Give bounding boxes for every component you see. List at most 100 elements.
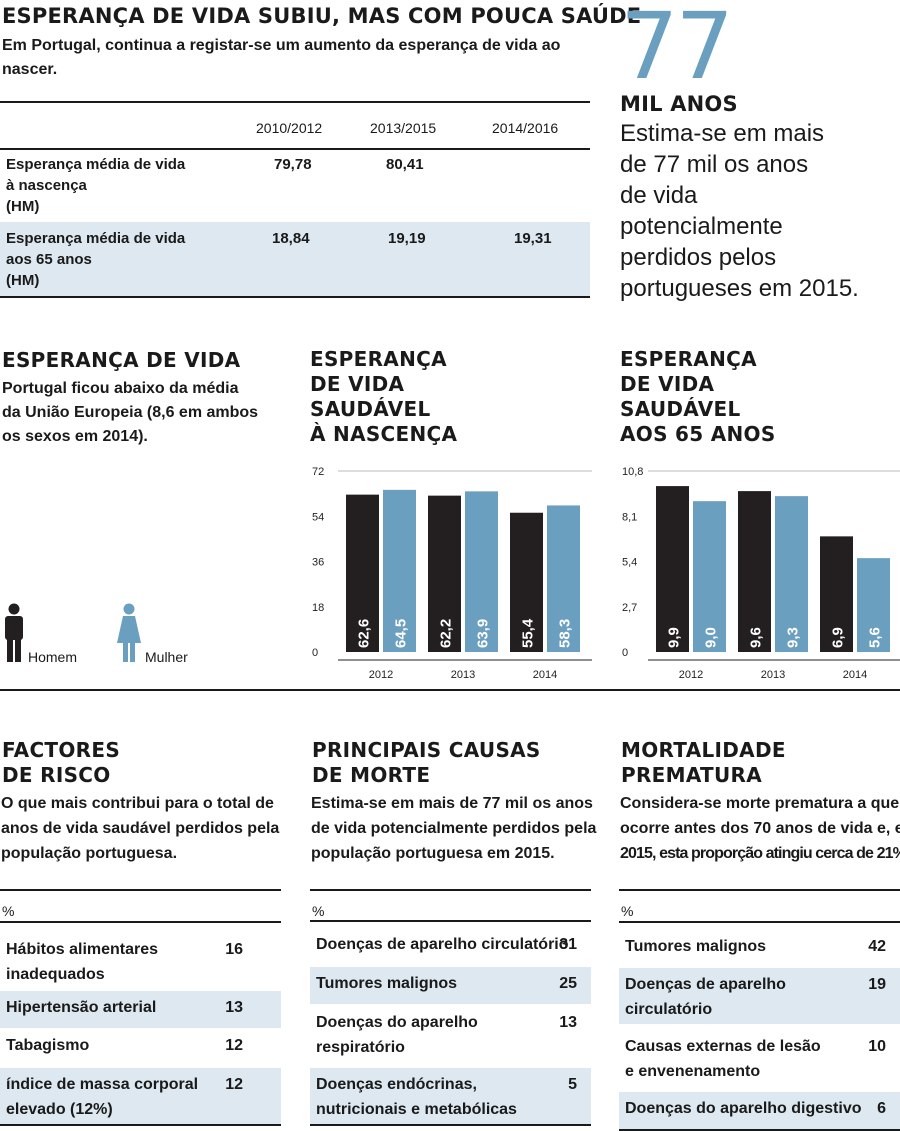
data-label: 6,9 (830, 627, 847, 648)
chart-title-line: DE VIDA (620, 372, 715, 396)
x-tick-label: 2014 (843, 669, 867, 681)
bar (510, 512, 543, 652)
chart-title-line: AOS 65 ANOS (620, 422, 776, 446)
legend-male-label: Homem (28, 649, 78, 665)
callout-line: de 77 mil os anos (620, 151, 809, 178)
chart-title-line: ESPERANÇA (310, 347, 447, 371)
legend-female-label: Mulher (145, 649, 188, 665)
section-text-line: população portuguesa. (1, 845, 178, 862)
column-header: 2014/2016 (492, 120, 559, 136)
table-row: Doenças do aparelho respiratório 13 (310, 1006, 591, 1062)
y-tick-label: 18 (312, 602, 324, 614)
row-label-line: Esperança média de vida (6, 156, 186, 173)
row-label-line: (HM) (6, 272, 40, 289)
row-label-line: aos 65 anos (6, 251, 92, 268)
row-value: 13 (225, 999, 243, 1016)
row-label-line: Tabagismo (6, 1037, 90, 1054)
section-title-line: DE RISCO (2, 763, 111, 787)
table-row: Hábitos alimentares inadequados 16 (0, 933, 281, 989)
row-value: 16 (225, 941, 243, 958)
callout-line: perdidos pelos (620, 244, 777, 271)
row-label-line: índice de massa corporal (6, 1076, 199, 1093)
row-band (0, 991, 281, 1028)
x-tick-label: 2013 (451, 669, 475, 681)
data-label: 62,2 (438, 619, 455, 648)
data-label: 64,5 (393, 619, 410, 648)
row-label-line: nutricionais e metabólicas (316, 1101, 517, 1118)
bar (738, 491, 771, 652)
table-top-rule (619, 889, 900, 891)
bar (428, 495, 461, 652)
y-tick-label: 10,8 (622, 466, 643, 478)
bar (346, 494, 379, 652)
row-label-line: Doenças do aparelho (316, 1014, 478, 1031)
header-rule (0, 921, 281, 923)
chart-title-line: DE VIDA (310, 372, 405, 396)
column-header: 2010/2012 (256, 120, 323, 136)
row-label-line: Hábitos alimentares (6, 941, 159, 958)
data-label: 63,9 (475, 619, 492, 648)
x-tick-label: 2012 (369, 669, 393, 681)
section-text-line: Considera-se morte prematura a que (620, 795, 900, 812)
table-top-rule (0, 101, 590, 103)
row-label-line: e envenenamento (625, 1063, 761, 1080)
table-bottom-rule (310, 1124, 591, 1126)
row-value: 19 (868, 976, 886, 993)
section-text-line: anos de vida saudável perdidos pela (1, 820, 280, 837)
section-text-line: ocorre antes dos 70 anos de vida e, em (620, 820, 900, 837)
section-title-line: PREMATURA (621, 763, 763, 787)
section-text-line: O que mais contribui para o total de (1, 795, 274, 812)
callout-line: potencialmente (620, 213, 783, 240)
data-label: 9,9 (666, 627, 683, 648)
table-value: 19,31 (514, 230, 552, 247)
section-title-line: PRINCIPAIS CAUSAS (312, 738, 541, 762)
section-text-line: de vida potencialmente perdidos pela (311, 820, 597, 837)
row-label-line: Causas externas de lesão (625, 1038, 821, 1055)
table-bottom-rule (0, 1124, 281, 1126)
header-rule (619, 921, 900, 923)
data-label: 9,0 (703, 627, 720, 648)
row-value: 12 (225, 1076, 243, 1093)
chart-title-line: ESPERANÇA (620, 347, 757, 371)
y-tick-label: 2,7 (622, 602, 637, 614)
section-text-line: população portuguesa em 2015. (311, 845, 555, 862)
table-row: Tumores malignos 42 (619, 930, 900, 967)
unit-label: % (621, 903, 634, 919)
man-icon (2, 603, 26, 663)
y-tick-label: 0 (312, 647, 318, 659)
chart-title-line: SAUDÁVEL (620, 397, 741, 421)
bar (857, 558, 890, 652)
table-row: índice de massa corporal elevado (12%) 12 (0, 1068, 281, 1124)
bar (693, 501, 726, 652)
woman-icon (116, 603, 142, 663)
data-label: 5,6 (867, 627, 884, 648)
callout-line: Estima-se em mais (620, 120, 825, 147)
row-label-line: à nascença (6, 177, 87, 194)
row-label-line: Doenças endócrinas, (316, 1076, 477, 1093)
table-row: Hipertensão arterial 13 (0, 991, 281, 1028)
row-band (0, 1068, 281, 1124)
x-tick-label: 2013 (761, 669, 785, 681)
row-label-line: Doenças de aparelho (625, 976, 786, 993)
row-value: 10 (868, 1038, 886, 1055)
row-band (619, 1092, 900, 1129)
life-expectancy-table: 2010/2012 2013/2015 2014/2016 Esperança … (0, 102, 590, 298)
section-text-line: 2015, esta proporção atingiu cerca de 21… (620, 845, 900, 862)
x-tick-label: 2012 (679, 669, 703, 681)
y-tick-label: 36 (312, 557, 324, 569)
section-divider (0, 689, 900, 691)
row-band (619, 968, 900, 1024)
table-value: 18,84 (272, 230, 310, 247)
section-title-line: MORTALIDADE (621, 738, 786, 762)
column-header: 2013/2015 (370, 120, 437, 136)
life-text-line: os sexos em 2014). (2, 428, 148, 445)
header-rule (0, 148, 590, 150)
table-bottom-rule (619, 1129, 900, 1131)
life-text-line: da União Europeia (8,6 em ambos (2, 404, 259, 421)
table-row: Tabagismo 12 (0, 1029, 281, 1066)
chart-title-line: SAUDÁVEL (310, 397, 431, 421)
chart-birth: 0 18 36 54 72 62,6 64,5 2012 62,2 63,9 2013 55,4 58,… (312, 466, 592, 681)
bar (775, 496, 808, 652)
table-value: 19,19 (388, 230, 426, 247)
table-row: Doenças endócrinas, nutricionais e metabó… (310, 1068, 591, 1124)
